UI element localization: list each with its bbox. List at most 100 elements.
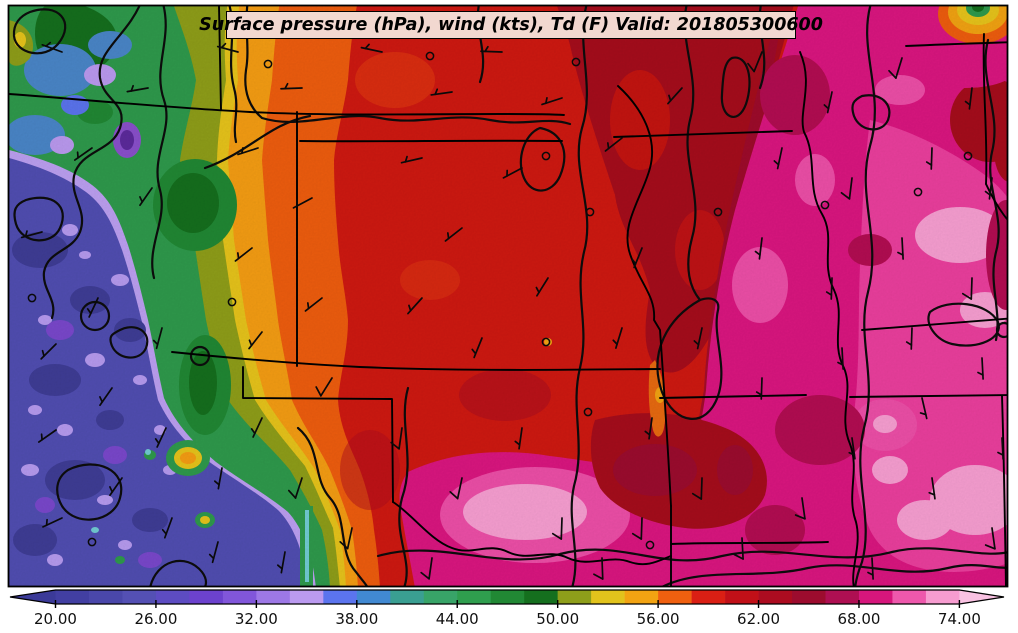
wind-barb (339, 527, 353, 550)
colorbar-tick-label: 74.00 (938, 610, 981, 628)
calm-wind-station (913, 187, 923, 197)
colorbar-tick-label: 20.00 (34, 610, 77, 628)
map-title-box: Surface pressure (hPa), wind (kts), Td (… (199, 11, 823, 39)
calm-wind-station (713, 207, 723, 217)
wind-barb (208, 541, 219, 564)
wind-barb (315, 377, 333, 397)
colorbar-tick-label: 38.00 (335, 610, 378, 628)
wind-barb (848, 437, 856, 460)
colorbar-ticks (54, 600, 961, 608)
wind-barb (444, 227, 463, 242)
wind-barb (984, 177, 993, 200)
colorbar-tick-label: 50.00 (536, 610, 579, 628)
wind-barb (250, 417, 263, 438)
dewpoint-fill-field (9, 6, 1007, 586)
wind-barb (840, 177, 853, 200)
colorbar-tick-label: 56.00 (637, 610, 680, 628)
wind-barb (420, 557, 433, 580)
colorbar-under-arrow (10, 590, 56, 604)
calm-wind-station (820, 200, 830, 210)
wind-barb (733, 537, 744, 560)
wind-barb (925, 147, 933, 170)
wind-barb (40, 343, 57, 360)
wind-barb (280, 82, 303, 90)
state-borders (9, 6, 1007, 586)
wind-barb (961, 277, 973, 300)
map-frame (7, 4, 1009, 588)
wind-barb (20, 230, 43, 239)
wind-barb (360, 43, 383, 53)
wind-barb (161, 517, 173, 539)
colorbar-tick-label: 68.00 (837, 610, 880, 628)
colorbar-segments (55, 590, 960, 604)
wind-barb (691, 477, 703, 500)
wind-barb (888, 57, 903, 79)
calm-wind-station (571, 57, 581, 67)
wind-barb (292, 197, 313, 209)
wind-barb (430, 88, 453, 96)
wind-barb (984, 527, 996, 550)
wind-barb (837, 347, 844, 370)
wind-barb (304, 297, 323, 312)
wind-barb (823, 91, 833, 114)
wind-barb (216, 42, 239, 53)
wind-barb (754, 237, 763, 260)
wind-barb (109, 477, 123, 497)
wind-barb (541, 97, 563, 106)
wind-barb (693, 327, 703, 350)
calm-wind-station (541, 151, 551, 161)
map-canvas (7, 4, 1009, 588)
wind-barb (773, 147, 783, 170)
wind-barb (400, 155, 423, 164)
wind-barb (593, 557, 604, 580)
wind-barb (287, 477, 303, 499)
wind-barb (152, 327, 163, 350)
wind-barb (37, 429, 57, 443)
wind-barb (73, 147, 93, 161)
wind-barb (126, 84, 149, 93)
wind-barb (407, 297, 423, 315)
colorbar: 20.00 26.00 32.00 38.00 44.00 50.00 56.00 62.00… (9, 589, 1005, 628)
colorbar-tick-label: 26.00 (134, 610, 177, 628)
wind-barb (867, 557, 874, 580)
wind-barb (480, 45, 503, 53)
wind-barb (41, 41, 63, 53)
wind-barb (471, 337, 483, 359)
colorbar-tick-labels: 20.00 26.00 32.00 38.00 44.00 50.00 56.00 62.00… (34, 610, 981, 628)
wind-barb (213, 467, 223, 490)
wind-barb (502, 167, 523, 179)
wind-barb (449, 477, 463, 500)
colorbar-over-arrow (959, 590, 1004, 604)
wind-barb (747, 51, 763, 73)
wind-barb (604, 137, 623, 152)
map-title-text: Surface pressure (hPa), wind (kts), Td (… (199, 15, 823, 35)
wind-barb (631, 247, 643, 269)
wind-barb (667, 87, 683, 105)
colorbar-tick-label: 44.00 (436, 610, 479, 628)
wind-barb (154, 427, 167, 448)
wind-barb (897, 237, 904, 260)
wind-barb (99, 387, 113, 407)
wind-barb (755, 377, 763, 400)
wind-barb (390, 427, 403, 450)
wind-barb (928, 477, 936, 500)
wind-barbs (20, 41, 1004, 580)
calm-wind-station (87, 537, 97, 547)
wind-barb (905, 327, 913, 350)
calm-wind-station (227, 297, 237, 307)
calm-wind-station (263, 59, 273, 69)
calm-wind-station (583, 407, 593, 417)
calm-wind-station (27, 293, 37, 303)
wind-barb (919, 397, 928, 420)
wind-barb (42, 517, 63, 528)
calm-wind-station (645, 540, 655, 550)
colorbar-tick-label: 62.00 (737, 610, 780, 628)
wind-barb (825, 277, 833, 300)
wind-barb (86, 297, 99, 318)
calm-wind-station (585, 207, 595, 217)
pressure-contours (12, 6, 1007, 586)
wind-barb (234, 247, 253, 262)
wind-barb (997, 437, 1004, 460)
wind-barb (514, 427, 523, 450)
